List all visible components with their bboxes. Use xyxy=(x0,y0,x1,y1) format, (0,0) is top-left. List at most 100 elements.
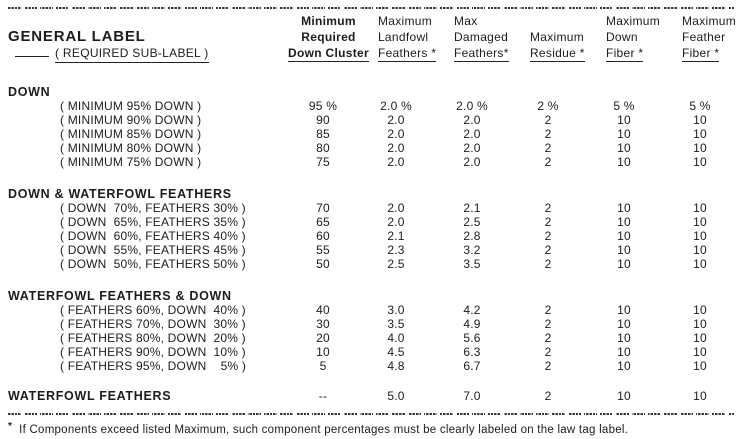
column-header-line: Max xyxy=(453,14,478,28)
cell-maximum-residue: 2 xyxy=(544,201,552,215)
cell-max-damaged-feathers: 2.0 xyxy=(463,113,481,127)
cell-maximum-feather-fiber: 10 xyxy=(693,201,707,215)
cell-max-damaged-feathers: 2.5 xyxy=(463,215,481,229)
cell-maximum-landfowl-feathers: 2.0 xyxy=(387,141,405,155)
cell-max-damaged-feathers: 2.0 % xyxy=(456,99,488,113)
column-header-maximum-landfowl-feathers: Maximum Landfowl Feathers * xyxy=(369,13,445,62)
row-label: ( FEATHERS 80%, DOWN 20% ) xyxy=(60,331,246,345)
table-row: ( FEATHERS 90%, DOWN 10% ) 10 4.5 6.3 2 10 10 xyxy=(8,345,734,359)
table-row: ( FEATHERS 95%, DOWN 5% ) 5 4.8 6.7 2 10 10 xyxy=(8,359,734,373)
column-header-line: Required xyxy=(301,30,356,44)
cell-minimum-required-down-cluster: 30 xyxy=(316,317,330,331)
row-label: WATERFOWL FEATHERS xyxy=(8,389,172,403)
cell-maximum-landfowl-feathers: 4.5 xyxy=(387,345,405,359)
row-label: ( FEATHERS 60%, DOWN 40% ) xyxy=(60,303,246,317)
cell-maximum-feather-fiber: 10 xyxy=(693,359,707,373)
cell-maximum-feather-fiber: 10 xyxy=(693,257,707,271)
cell-maximum-residue: 2 xyxy=(544,141,552,155)
table-row: ( DOWN 70%, FEATHERS 30% ) 70 2.0 2.1 2 10 10 xyxy=(8,201,734,215)
cell-maximum-down-fiber: 10 xyxy=(617,113,631,127)
general-label-block: GENERAL LABEL ( REQUIRED SUB-LABEL ) xyxy=(8,28,288,63)
cell-max-damaged-feathers: 6.3 xyxy=(463,345,481,359)
row-label: ( MINIMUM 90% DOWN ) xyxy=(60,113,202,127)
cell-minimum-required-down-cluster: 50 xyxy=(316,257,330,271)
column-header-maximum-feather-fiber: Maximum Feather Fiber * xyxy=(673,13,742,62)
cell-maximum-landfowl-feathers: 2.0 xyxy=(387,215,405,229)
cell-minimum-required-down-cluster: 95 % xyxy=(308,99,338,113)
cell-minimum-required-down-cluster: 80 xyxy=(316,141,330,155)
cell-minimum-required-down-cluster: 5 xyxy=(319,359,327,373)
cell-maximum-residue: 2 xyxy=(544,331,552,345)
column-header-line: Maximum xyxy=(529,30,585,44)
cell-minimum-required-down-cluster: 10 xyxy=(316,345,330,359)
table-row: ( DOWN 55%, FEATHERS 45% ) 55 2.3 3.2 2 10 10 xyxy=(8,243,734,257)
cell-maximum-feather-fiber: 10 xyxy=(693,127,707,141)
cell-maximum-residue: 2 xyxy=(544,127,552,141)
row-label: ( FEATHERS 90%, DOWN 10% ) xyxy=(60,345,246,359)
footnote-text: If Components exceed listed Maximum, suc… xyxy=(19,424,629,436)
cell-maximum-down-fiber: 10 xyxy=(617,155,631,169)
cell-maximum-landfowl-feathers: 2.1 xyxy=(387,229,405,243)
cell-maximum-landfowl-feathers: 2.5 xyxy=(387,257,405,271)
cell-minimum-required-down-cluster: 55 xyxy=(316,243,330,257)
table-section: WATERFOWL FEATHERS & DOWN( FEATHERS 60%,… xyxy=(8,289,734,373)
cell-maximum-residue: 2 xyxy=(544,155,552,169)
cell-max-damaged-feathers: 2.0 xyxy=(463,141,481,155)
cell-maximum-down-fiber: 10 xyxy=(617,127,631,141)
cell-maximum-feather-fiber: 10 xyxy=(693,331,707,345)
cell-maximum-feather-fiber: 10 xyxy=(693,229,707,243)
cell-minimum-required-down-cluster: 20 xyxy=(316,331,330,345)
cell-maximum-feather-fiber: 5 % xyxy=(689,99,711,113)
cell-maximum-feather-fiber: 10 xyxy=(693,303,707,317)
column-header-line: Damaged xyxy=(453,30,509,44)
cell-maximum-feather-fiber: 10 xyxy=(693,215,707,229)
cell-maximum-down-fiber: 10 xyxy=(617,257,631,271)
table-row: ( DOWN 65%, FEATHERS 35% ) 65 2.0 2.5 2 10 10 xyxy=(8,215,734,229)
cell-minimum-required-down-cluster: 60 xyxy=(316,229,330,243)
row-label: ( FEATHERS 95%, DOWN 5% ) xyxy=(60,359,247,373)
cell-minimum-required-down-cluster: 70 xyxy=(316,201,330,215)
table-row: ( FEATHERS 70%, DOWN 30% ) 30 3.5 4.9 2 10 10 xyxy=(8,317,734,331)
cell-maximum-feather-fiber: 10 xyxy=(693,389,707,403)
cell-maximum-residue: 2 xyxy=(544,257,552,271)
cell-minimum-required-down-cluster: 90 xyxy=(316,113,330,127)
cell-maximum-down-fiber: 10 xyxy=(617,389,631,403)
cell-minimum-required-down-cluster: 65 xyxy=(316,215,330,229)
column-header-line: Fiber * xyxy=(605,46,644,62)
cell-maximum-feather-fiber: 10 xyxy=(693,113,707,127)
cell-maximum-down-fiber: 10 xyxy=(617,331,631,345)
table-body: DOWN ( MINIMUM 95% DOWN ) 95 % 2.0 % 2.0 % 2 … xyxy=(8,85,734,373)
column-header-line: Landfowl xyxy=(377,30,429,44)
column-header-line: Fiber * xyxy=(681,46,720,62)
table-row: ( FEATHERS 80%, DOWN 20% ) 20 4.0 5.6 2 10 10 xyxy=(8,331,734,345)
cell-maximum-landfowl-feathers: 3.0 xyxy=(387,303,405,317)
cell-maximum-feather-fiber: 10 xyxy=(693,317,707,331)
row-label: ( MINIMUM 85% DOWN ) xyxy=(60,127,202,141)
row-label: ( MINIMUM 75% DOWN ) xyxy=(60,155,202,169)
general-label-title: GENERAL LABEL xyxy=(8,28,146,45)
cell-maximum-residue: 2 xyxy=(544,389,552,403)
section-title: WATERFOWL FEATHERS & DOWN xyxy=(8,289,232,303)
cell-maximum-landfowl-feathers: 2.0 % xyxy=(380,99,412,113)
row-label: ( MINIMUM 80% DOWN ) xyxy=(60,141,202,155)
cell-max-damaged-feathers: 2.0 xyxy=(463,127,481,141)
cell-maximum-landfowl-feathers: 4.0 xyxy=(387,331,405,345)
cell-max-damaged-feathers: 3.5 xyxy=(463,257,481,271)
footnote: * If Components exceed listed Maximum, su… xyxy=(8,420,734,437)
section-title: DOWN & WATERFOWL FEATHERS xyxy=(8,187,232,201)
column-header-line: Minimum xyxy=(301,14,356,28)
cell-maximum-landfowl-feathers: 2.3 xyxy=(387,243,405,257)
cell-maximum-residue: 2 xyxy=(544,215,552,229)
footnote-asterisk: * xyxy=(8,421,13,432)
table-row: ( DOWN 60%, FEATHERS 40% ) 60 2.1 2.8 2 10 10 xyxy=(8,229,734,243)
row-label: ( DOWN 65%, FEATHERS 35% ) xyxy=(60,215,246,229)
cell-minimum-required-down-cluster: -- xyxy=(318,389,328,403)
cell-maximum-down-fiber: 10 xyxy=(617,215,631,229)
table-row: ( MINIMUM 90% DOWN ) 90 2.0 2.0 2 10 10 xyxy=(8,113,734,127)
cell-max-damaged-feathers: 6.7 xyxy=(463,359,481,373)
column-header-line: Down Cluster xyxy=(288,46,369,62)
row-label: ( FEATHERS 70%, DOWN 30% ) xyxy=(60,317,246,331)
column-header-max-damaged-feathers: Max Damaged Feathers* xyxy=(445,13,521,62)
table-row: ( FEATHERS 60%, DOWN 40% ) 40 3.0 4.2 2 10 10 xyxy=(8,303,734,317)
cell-max-damaged-feathers: 2.8 xyxy=(463,229,481,243)
